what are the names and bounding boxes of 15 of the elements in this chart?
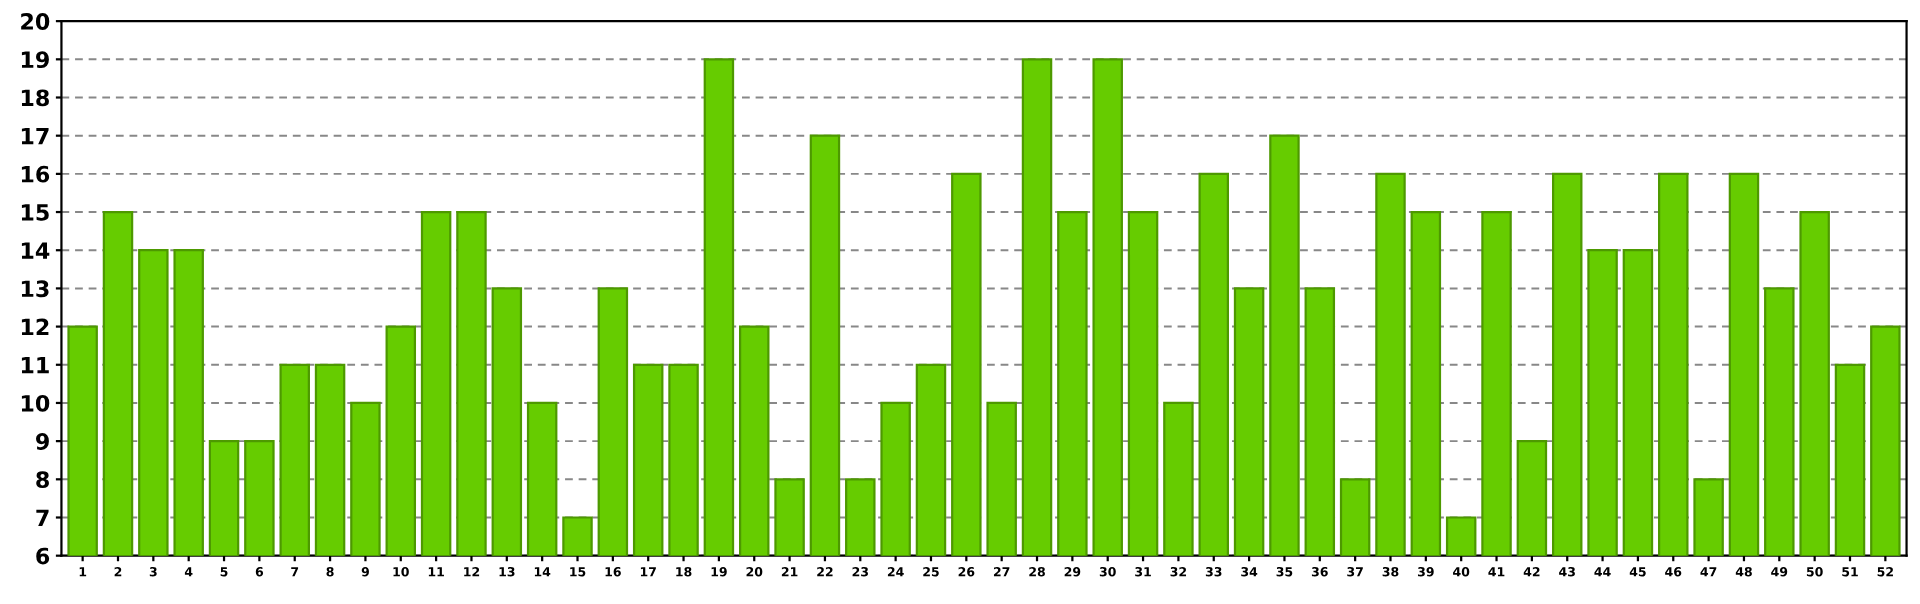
y-tick-label: 14 <box>21 242 50 259</box>
y-tick-label: 19 <box>21 51 49 69</box>
y-tick-label: 9 <box>36 433 49 450</box>
y-tick-label: 18 <box>21 89 49 107</box>
y-tick-label: 16 <box>21 165 50 183</box>
y-tick-label: 12 <box>21 318 49 336</box>
y-tick-label: 20 <box>21 13 50 30</box>
y-tick-label: 8 <box>36 471 49 489</box>
y-tick-label: 7 <box>36 509 49 526</box>
y-tick-label: 17 <box>21 127 49 145</box>
y-tick-label: 6 <box>36 547 50 565</box>
y-tick-label: 10 <box>21 394 50 412</box>
y-tick-label: 15 <box>21 204 49 221</box>
y-tick-label: 11 <box>21 357 49 374</box>
y-tick-label: 13 <box>21 280 49 298</box>
